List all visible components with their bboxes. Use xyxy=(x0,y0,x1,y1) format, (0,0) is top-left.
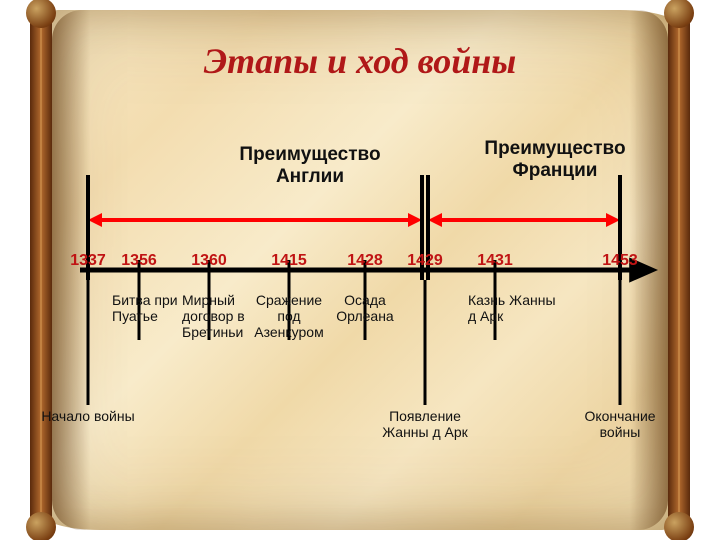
year-label-1428: 1428 xyxy=(342,253,388,269)
event-label-4: Осада Орлеана xyxy=(320,292,410,324)
year-label-1337: 1337 xyxy=(65,253,111,269)
year-label-1453: 1453 xyxy=(597,253,643,269)
timeline-svg xyxy=(0,0,720,540)
event-label-6: Казнь Жанны д Арк xyxy=(468,292,558,324)
year-label-1431: 1431 xyxy=(472,253,518,269)
lower-label-5: Появление Жанны д Арк xyxy=(370,408,480,440)
period-label-1: Преимущество Франции xyxy=(470,138,640,182)
lower-label-7: Окончание войны xyxy=(565,408,675,440)
period-label-0: Преимущество Англии xyxy=(225,144,395,188)
year-label-1429: 1429 xyxy=(402,253,448,269)
year-label-1415: 1415 xyxy=(266,253,312,269)
year-label-1360: 1360 xyxy=(186,253,232,269)
year-label-1356: 1356 xyxy=(116,253,162,269)
lower-label-0: Начало войны xyxy=(33,408,143,424)
